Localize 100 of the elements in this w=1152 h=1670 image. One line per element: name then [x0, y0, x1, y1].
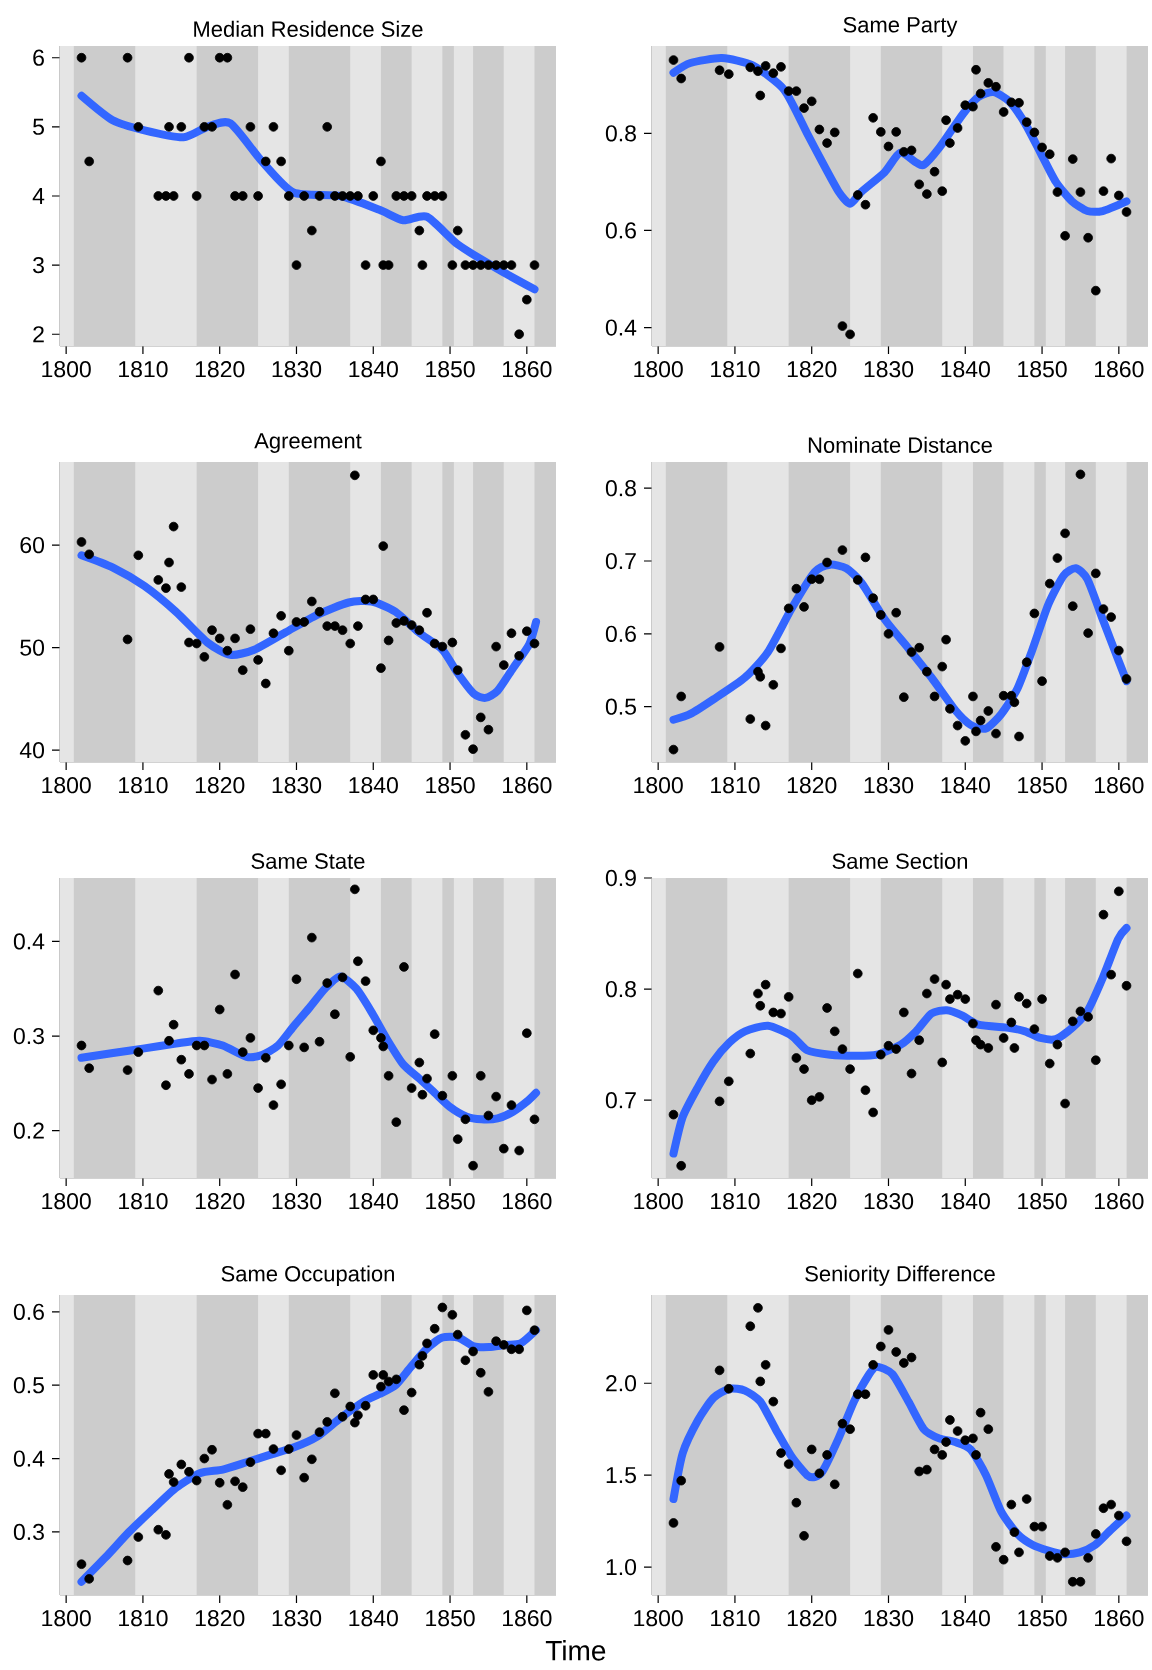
point	[284, 1040, 294, 1051]
x-tick-label: 1840	[349, 777, 398, 794]
y-tick-label: 0.6	[605, 625, 636, 642]
point	[791, 1497, 802, 1508]
point	[845, 329, 855, 340]
point	[506, 1100, 517, 1110]
point	[168, 1477, 179, 1487]
point	[945, 138, 955, 148]
point	[199, 652, 210, 662]
point	[207, 1074, 217, 1085]
point	[230, 191, 240, 201]
point	[922, 1464, 932, 1475]
y-tick-label: 0.2	[13, 1122, 44, 1139]
point	[460, 730, 471, 740]
point	[437, 191, 448, 201]
point	[998, 1554, 1009, 1565]
point	[491, 1336, 501, 1346]
point	[291, 974, 302, 985]
chart-title: Same Occupation	[221, 1265, 394, 1286]
point	[829, 127, 840, 138]
x-tick-label: 1810	[119, 1193, 168, 1210]
point	[906, 1352, 917, 1363]
point	[417, 260, 428, 270]
point	[299, 191, 309, 201]
point	[968, 1018, 978, 1029]
point	[475, 712, 486, 723]
point	[337, 625, 348, 635]
point	[84, 156, 94, 167]
point	[399, 191, 409, 201]
x-tick-label: 1810	[711, 777, 760, 794]
x-tick-label: 1820	[195, 1193, 245, 1210]
point	[1098, 604, 1109, 614]
point	[307, 225, 317, 236]
y-tick-label: 5	[33, 118, 44, 135]
point	[133, 550, 144, 561]
point	[1083, 232, 1093, 243]
point	[452, 1134, 463, 1144]
y-tick-label: 0.8	[605, 480, 636, 497]
point	[322, 978, 332, 988]
y-tick-label: 1.0	[606, 1558, 637, 1576]
point	[1060, 528, 1070, 539]
point	[230, 1476, 240, 1487]
point	[1067, 1576, 1078, 1587]
point	[799, 602, 809, 612]
point	[891, 1347, 901, 1357]
point	[1083, 1553, 1093, 1563]
point	[284, 645, 294, 656]
point	[1091, 568, 1101, 579]
point	[799, 103, 809, 113]
x-tick-label: 1860	[1095, 361, 1144, 378]
point	[437, 641, 448, 652]
point	[937, 1057, 948, 1068]
point	[191, 638, 202, 649]
point	[937, 186, 948, 196]
x-tick-label: 1850	[426, 361, 475, 378]
point	[307, 932, 317, 943]
chart-title: Same Section	[832, 852, 968, 869]
point	[429, 1323, 440, 1334]
point	[84, 549, 94, 560]
point	[1052, 187, 1063, 197]
point	[422, 1073, 432, 1084]
point	[783, 603, 794, 614]
y-tick-label: 0.5	[605, 698, 636, 715]
x-tick-label: 1860	[503, 777, 552, 794]
point	[791, 583, 802, 594]
x-tick-label: 1800	[42, 1193, 91, 1210]
point	[845, 1064, 855, 1074]
point	[1114, 886, 1124, 897]
point	[314, 606, 325, 617]
point	[378, 1041, 389, 1052]
point	[122, 1555, 133, 1566]
point	[668, 1518, 679, 1528]
point	[975, 715, 986, 726]
point	[837, 1044, 848, 1054]
point	[268, 1100, 279, 1110]
point	[199, 1040, 210, 1051]
point	[1060, 1098, 1070, 1109]
point	[368, 191, 379, 201]
point	[1052, 553, 1063, 563]
chart-title: Agreement	[254, 433, 362, 453]
y-tick-label: 0.3	[13, 1523, 44, 1541]
point	[753, 988, 763, 999]
point	[776, 1008, 786, 1019]
x-tick-label: 1810	[711, 361, 760, 378]
point	[460, 1114, 471, 1125]
point	[447, 1310, 458, 1320]
point	[1009, 697, 1020, 708]
x-tick-label: 1820	[195, 1610, 245, 1627]
point	[1121, 980, 1132, 991]
point	[1009, 1527, 1020, 1537]
x-tick-label: 1820	[787, 777, 837, 794]
point	[353, 191, 363, 201]
point	[122, 634, 133, 645]
point	[499, 260, 509, 270]
point	[991, 1542, 1001, 1552]
point	[1114, 645, 1124, 656]
point	[837, 545, 848, 555]
x-tick-label: 1830	[272, 777, 322, 794]
point	[214, 52, 225, 63]
point	[529, 638, 540, 649]
